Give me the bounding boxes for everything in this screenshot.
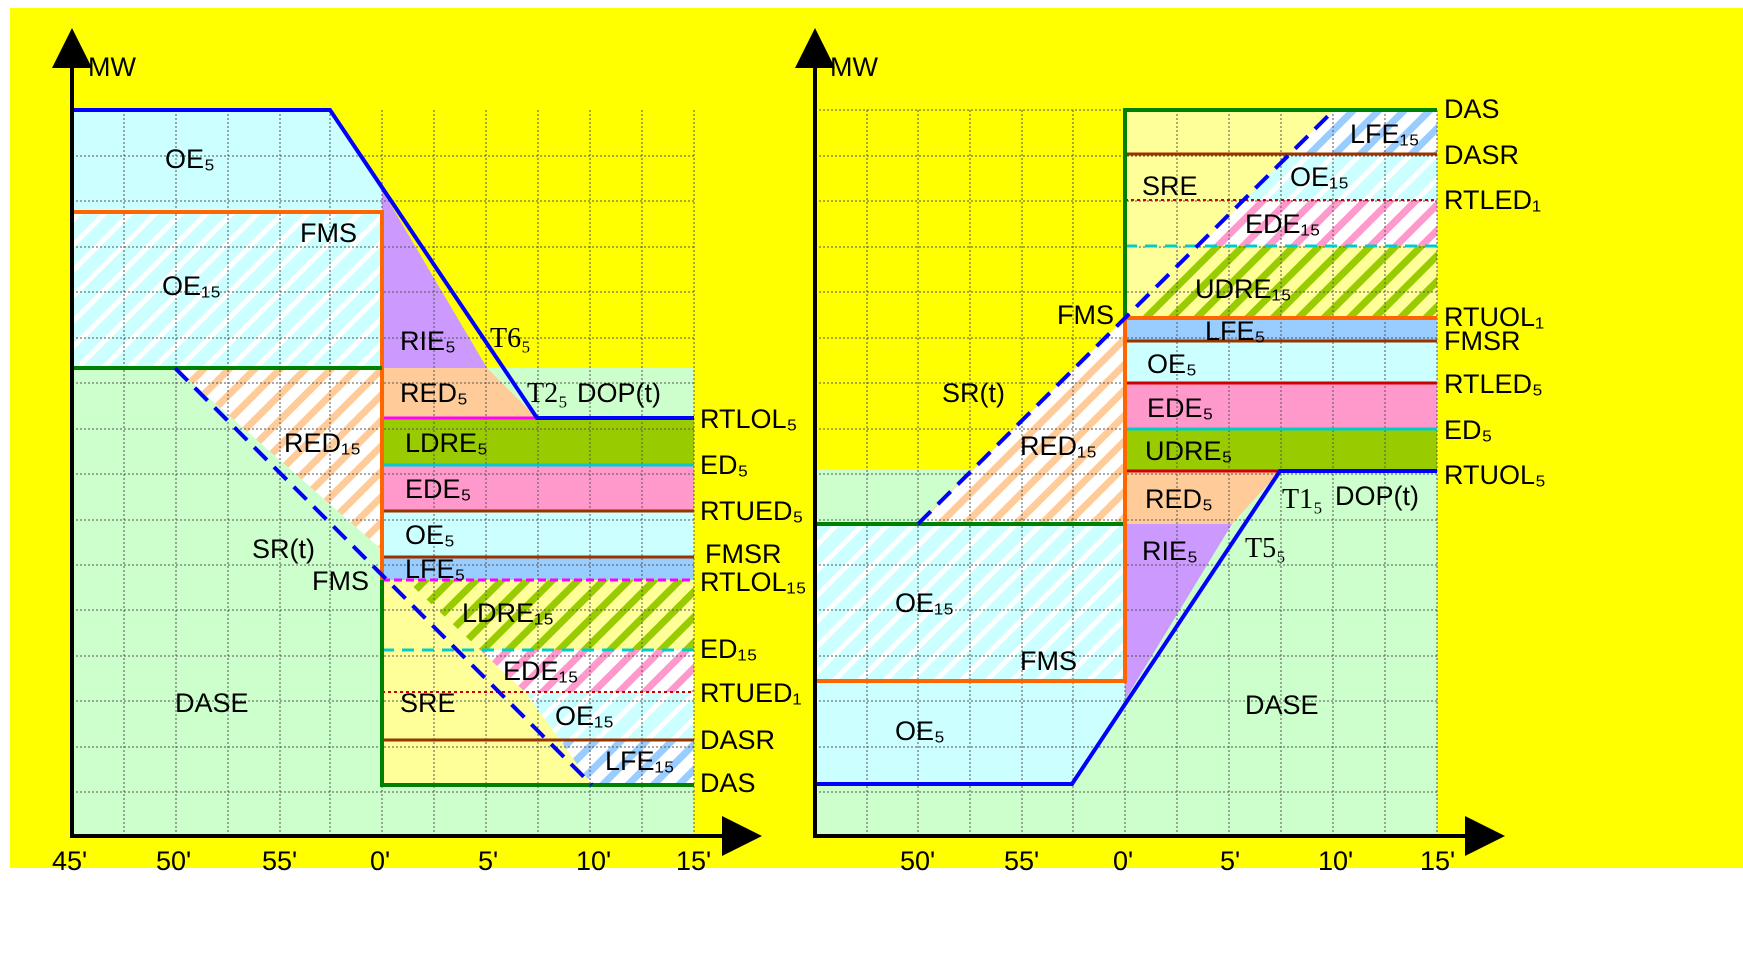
lfe5-band [382, 557, 694, 580]
left-x-tick: 10' [576, 846, 611, 876]
label-t6: T6₅ [490, 323, 531, 354]
oe5-top-region [72, 110, 382, 212]
right-label-das: DAS [700, 768, 756, 798]
label-fms-top: FMS [300, 218, 357, 248]
oe5-low-region [815, 681, 1125, 784]
label-lfe5: LFE₅ [405, 554, 465, 584]
label-t5: T5₅ [1245, 533, 1286, 564]
right-x-tick: 55' [1004, 846, 1039, 876]
label-oe5-mid: OE₅ [1147, 349, 1197, 379]
orange-fms-line [72, 210, 384, 580]
right-label-rtuol5: RTUOL₅ [1444, 460, 1546, 490]
right-label-ed5: ED₅ [1444, 415, 1492, 445]
label-oe5-top: OE₅ [165, 144, 215, 174]
right-label-ed5: ED₅ [700, 450, 748, 480]
right-x-tick: 0' [1113, 846, 1133, 876]
left-panel: MW OE₅ FMS OE₁₅ RIE₅ T6₅ RED₅ T2₅ DOP(t)… [52, 28, 807, 876]
label-sre: SRE [1142, 171, 1198, 201]
ede15-region [480, 650, 694, 692]
right-label-dasr: DASR [1444, 140, 1519, 170]
right-label-rtlol5: RTLOL₅ [700, 404, 797, 434]
left-y-axis-label: MW [88, 52, 136, 82]
label-ldre15: LDRE₁₅ [462, 598, 554, 628]
right-label-rtled5: RTLED₅ [1444, 369, 1543, 399]
label-oe15-top: OE₁₅ [1290, 162, 1349, 192]
blue-dop-line [72, 108, 694, 420]
right-label-rtlol15: RTLOL₁₅ [700, 567, 807, 597]
sr-dashed-line [916, 108, 1336, 526]
right-x-tick: 10' [1318, 846, 1353, 876]
left-x-tick: 15' [676, 846, 711, 876]
ldre5-band [382, 418, 694, 465]
label-udre5: UDRE₅ [1145, 436, 1232, 466]
ldre15-region [406, 580, 694, 650]
left-x-tick: 0' [370, 846, 390, 876]
label-sr: SR(t) [252, 534, 315, 564]
right-label-fmsr: FMSR [1444, 326, 1521, 356]
label-lfe15: LFE₁₅ [605, 746, 675, 776]
label-dase: DASE [1245, 690, 1319, 720]
label-sre: SRE [400, 688, 456, 718]
left-x-tick: 5' [478, 846, 498, 876]
right-label-rtued1: RTUED₁ [700, 678, 802, 708]
right-panel: MW LFE₁₅ SRE OE₁₅ EDE₁₅ UDRE₁₅ FMS LFE₅ … [795, 28, 1546, 876]
oe15-top-region [1245, 154, 1437, 200]
label-ede15: EDE₁₅ [1245, 209, 1321, 239]
red15-region [175, 368, 382, 550]
label-fms-low: FMS [1020, 646, 1077, 676]
oe15-low-region [525, 692, 694, 740]
right-label-fmsr: FMSR [705, 539, 782, 569]
right-label-rtuol1: RTUOL₁ [1444, 302, 1544, 332]
label-red5: RED₅ [400, 378, 468, 408]
green-das-line [1123, 108, 1437, 318]
right-x-tick: 15' [1420, 846, 1455, 876]
lfe15-region [560, 740, 694, 785]
label-sr: SR(t) [942, 378, 1005, 408]
label-oe15-low: OE₁₅ [895, 588, 954, 618]
right-x-tick: 5' [1220, 846, 1240, 876]
label-t2: T2₅ [527, 378, 568, 409]
label-rie5: RIE₅ [1142, 536, 1198, 566]
label-lfe15: LFE₁₅ [1350, 119, 1420, 149]
lfe15-region [1290, 110, 1437, 154]
orange-fms-line [815, 316, 1437, 683]
blue-dop-line [815, 469, 1437, 786]
label-red5: RED₅ [1145, 484, 1213, 514]
label-dop: DOP(t) [577, 378, 661, 408]
label-ldre5: LDRE₅ [405, 428, 488, 458]
label-udre15: UDRE₁₅ [1195, 274, 1292, 304]
left-x-tick: 55' [262, 846, 297, 876]
sr-dashed-line [173, 366, 594, 787]
left-x-tick: 45' [52, 846, 87, 876]
ede15-region [1200, 200, 1437, 246]
right-label-das: DAS [1444, 94, 1500, 124]
label-oe15: OE₁₅ [162, 271, 221, 301]
right-label-rtued5: RTUED₅ [700, 496, 803, 526]
label-t1: T1₅ [1282, 484, 1323, 515]
right-label-ed15: ED₁₅ [700, 634, 758, 664]
right-x-tick: 50' [900, 846, 935, 876]
label-ede15: EDE₁₅ [503, 656, 579, 686]
left-x-tick: 50' [156, 846, 191, 876]
label-oe15-low: OE₁₅ [555, 701, 614, 731]
label-lfe5: LFE₅ [1205, 316, 1265, 346]
right-label-dasr: DASR [700, 725, 775, 755]
label-fms-top: FMS [1057, 300, 1114, 330]
label-oe5-low: OE₅ [895, 716, 945, 746]
label-dop: DOP(t) [1335, 481, 1419, 511]
right-y-axis-label: MW [830, 52, 878, 82]
red5-region [1125, 471, 1280, 524]
right-label-rtled1: RTLED₁ [1444, 185, 1541, 215]
red5-region [382, 368, 537, 418]
label-oe5-mid: OE₅ [405, 520, 455, 550]
label-red15: RED₁₅ [1020, 431, 1097, 461]
label-red15: RED₁₅ [284, 428, 361, 458]
label-dase: DASE [175, 688, 249, 718]
label-ede5: EDE₅ [405, 474, 471, 504]
label-ede5: EDE₅ [1147, 393, 1213, 423]
lfe5-band [1125, 318, 1437, 341]
label-rie5: RIE₅ [400, 326, 456, 356]
label-fms-mid: FMS [312, 566, 369, 596]
